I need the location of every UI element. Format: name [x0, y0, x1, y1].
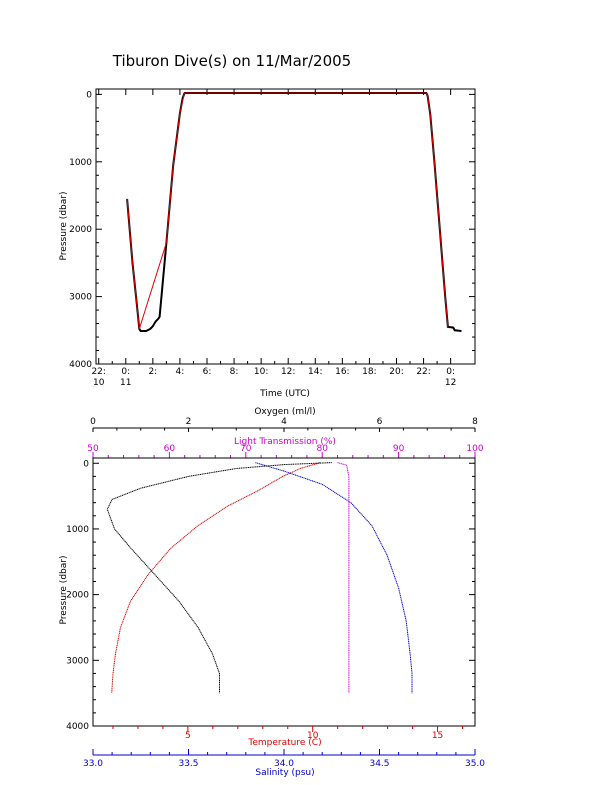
y-tick-label: 3000	[66, 656, 89, 666]
y-tick-label: 3000	[69, 293, 92, 303]
x-tick-label: 10:	[254, 367, 268, 377]
light_transmission-profile-line	[337, 462, 350, 694]
oxygen-tick-label: 6	[377, 417, 383, 427]
time-plot-x-label: Time (UTC)	[259, 389, 310, 399]
x-tick-sublabel: 10	[93, 378, 105, 388]
light-transmission-tick-label: 70	[240, 444, 252, 454]
profile-plot-frame	[92, 457, 476, 727]
temperature-axis-label: Temperature (C)	[247, 738, 321, 748]
y-tick-label: 1000	[66, 525, 89, 535]
light-transmission-tick-label: 80	[316, 444, 328, 454]
oxygen-tick-label: 4	[281, 417, 287, 427]
light-transmission-tick-label: 60	[164, 444, 176, 454]
salinity-profile-line	[255, 462, 413, 694]
oxygen-tick-label: 0	[90, 417, 96, 427]
temperature-profile-line	[111, 462, 321, 694]
y-tick-label: 0	[83, 459, 89, 469]
light-transmission-axis-label: Light Transmission (%)	[234, 437, 336, 447]
profile-plot-y-label: Pressure (dbar)	[59, 556, 69, 625]
profile-plot-y-ticks: 0 1000 2000 3000 4000	[66, 459, 475, 732]
time-pressure-line-red	[126, 92, 449, 330]
temperature-axis-ticks: 5 10 15	[112, 726, 464, 741]
x-tick-label: 6:	[203, 367, 212, 377]
salinity-axis-label: Salinity (psu)	[255, 768, 314, 778]
oxygen-axis-ticks: 0 2 4 6 8	[90, 417, 478, 432]
time-plot-y-ticks: 0 1000 2000 3000 4000	[69, 90, 475, 370]
x-tick-label: 16:	[335, 367, 349, 377]
y-tick-label: 1000	[69, 158, 92, 168]
x-tick-label: 0:	[121, 367, 130, 377]
time-pressure-line-black	[126, 92, 462, 332]
oxygen-tick-label: 2	[186, 417, 192, 427]
x-tick-label: 8:	[230, 367, 239, 377]
temperature-tick-label: 15	[432, 731, 443, 741]
x-tick-label: 22:	[91, 367, 105, 377]
light-transmission-tick-label: 50	[87, 444, 99, 454]
x-tick-label: 14:	[308, 367, 322, 377]
x-tick-sublabel: 11	[120, 378, 131, 388]
salinity-tick-label: 34.5	[369, 759, 389, 769]
time-plot-y-label: Pressure (dbar)	[59, 192, 69, 261]
time-plot-frame	[95, 88, 476, 365]
x-tick-sublabel: 12	[445, 378, 456, 388]
salinity-tick-label: 33.5	[178, 759, 198, 769]
profile-plot-series	[106, 462, 413, 694]
oxygen-axis-label: Oxygen (ml/l)	[254, 407, 315, 417]
x-tick-label: 0:	[446, 367, 455, 377]
time-plot-series	[126, 92, 462, 332]
y-tick-label: 4000	[66, 722, 89, 732]
x-tick-label: 20:	[389, 367, 403, 377]
temperature-tick-label: 10	[307, 731, 319, 741]
salinity-tick-label: 33.0	[83, 759, 103, 769]
oxygen-profile-line	[106, 462, 332, 694]
light-transmission-tick-label: 90	[393, 444, 405, 454]
salinity-tick-label: 35.0	[465, 759, 485, 769]
x-tick-label: 18:	[362, 367, 376, 377]
oxygen-tick-label: 8	[472, 417, 478, 427]
y-tick-label: 2000	[66, 591, 89, 601]
y-tick-label: 2000	[69, 225, 92, 235]
salinity-tick-label: 34.0	[274, 759, 294, 769]
x-tick-label: 2:	[148, 367, 157, 377]
y-tick-label: 0	[86, 90, 92, 100]
light-transmission-tick-label: 100	[466, 444, 483, 454]
time-plot-x-ticks: 22:100:112: 4: 6: 8: 10: 12: 14: 16: 18: 20: 22: 0:…	[91, 89, 456, 388]
figure-title: Tiburon Dive(s) on 11/Mar/2005	[112, 52, 351, 70]
temperature-tick-label: 5	[185, 731, 191, 741]
x-tick-label: 22:	[416, 367, 430, 377]
y-tick-label: 4000	[69, 360, 92, 370]
light-transmission-axis-ticks: 50 60 70 80 90 100	[87, 444, 484, 458]
x-tick-label: 12:	[281, 367, 295, 377]
salinity-axis-ticks: 33.0 33.5 34.0 34.5 35.0	[83, 749, 485, 769]
x-tick-label: 4:	[176, 367, 185, 377]
